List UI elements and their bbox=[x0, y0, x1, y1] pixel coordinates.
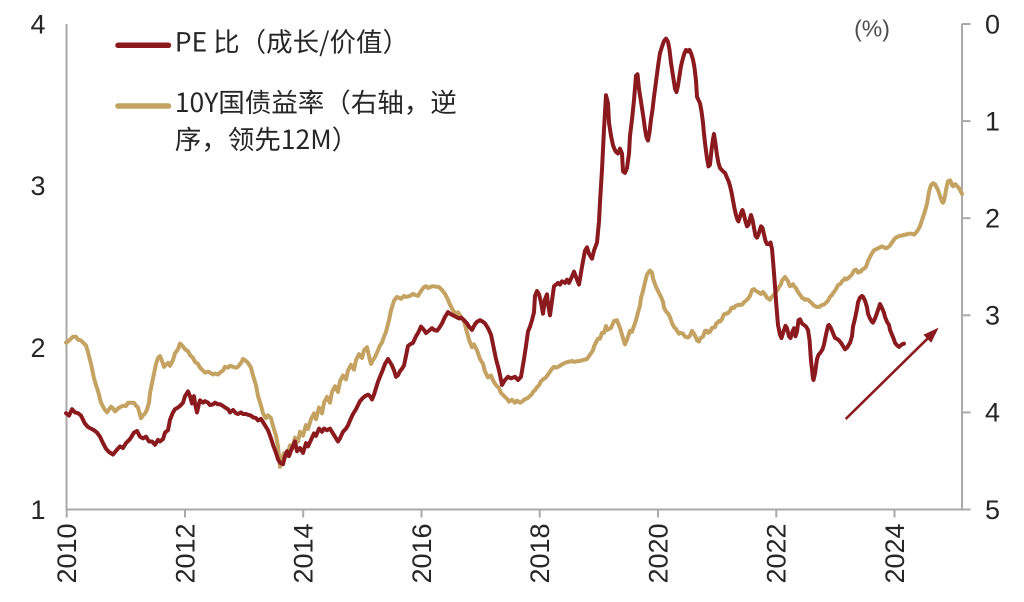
svg-text:2022: 2022 bbox=[762, 523, 792, 583]
svg-text:2010: 2010 bbox=[52, 523, 82, 583]
svg-text:2: 2 bbox=[30, 333, 45, 363]
svg-text:3: 3 bbox=[30, 171, 45, 201]
svg-text:(%): (%) bbox=[854, 15, 890, 41]
svg-text:0: 0 bbox=[985, 9, 1000, 39]
svg-text:2016: 2016 bbox=[407, 523, 437, 583]
svg-text:2020: 2020 bbox=[643, 523, 673, 583]
svg-text:5: 5 bbox=[985, 495, 1000, 525]
svg-text:4: 4 bbox=[985, 398, 1000, 428]
svg-text:3: 3 bbox=[985, 301, 1000, 331]
svg-text:1: 1 bbox=[985, 106, 1000, 136]
svg-text:2024: 2024 bbox=[880, 523, 910, 583]
svg-text:1: 1 bbox=[30, 495, 45, 525]
svg-text:2018: 2018 bbox=[525, 523, 555, 583]
svg-text:2: 2 bbox=[985, 204, 1000, 234]
svg-text:2014: 2014 bbox=[289, 523, 319, 583]
svg-text:4: 4 bbox=[30, 9, 45, 39]
svg-text:2012: 2012 bbox=[170, 523, 200, 583]
